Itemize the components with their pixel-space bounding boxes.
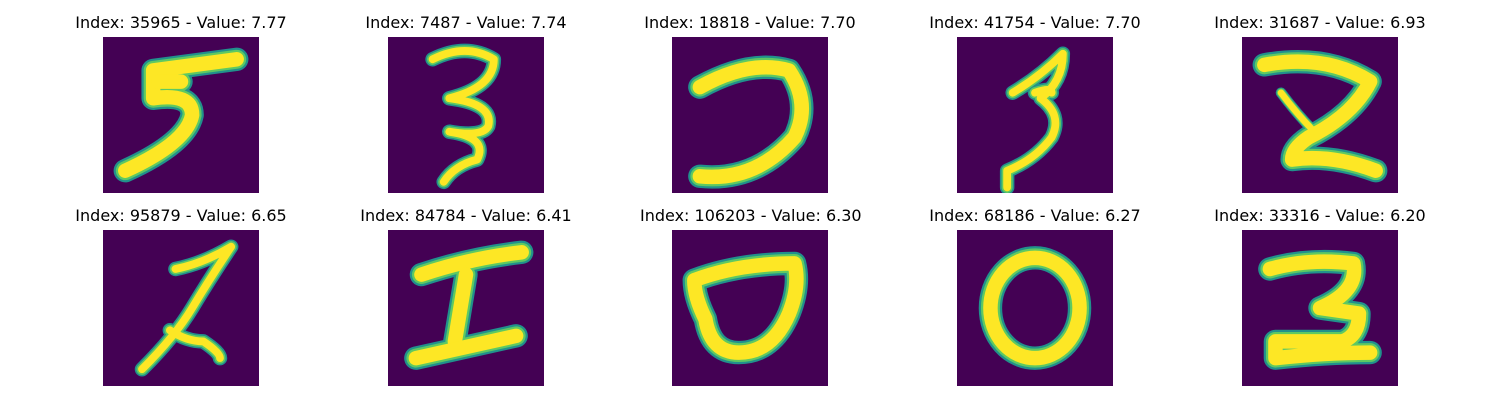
digit-image — [957, 230, 1113, 386]
digit-image — [1242, 230, 1398, 386]
panel-title: Index: 68186 - Value: 6.27 — [929, 206, 1141, 225]
digit-image — [388, 230, 544, 386]
digit-image — [388, 37, 544, 193]
digit-image — [672, 230, 828, 386]
digit-image — [103, 37, 259, 193]
panel-title: Index: 31687 - Value: 6.93 — [1214, 13, 1426, 32]
digit-image — [1242, 37, 1398, 193]
panel-title: Index: 35965 - Value: 7.77 — [75, 13, 287, 32]
panel-title: Index: 18818 - Value: 7.70 — [644, 13, 856, 32]
panel-title: Index: 7487 - Value: 7.74 — [365, 13, 567, 32]
digit-image — [957, 37, 1113, 193]
digit-image — [103, 230, 259, 386]
panel-title: Index: 84784 - Value: 6.41 — [360, 206, 572, 225]
panel-title: Index: 33316 - Value: 6.20 — [1214, 206, 1426, 225]
panel-title: Index: 41754 - Value: 7.70 — [929, 13, 1141, 32]
panel-title: Index: 95879 - Value: 6.65 — [75, 206, 287, 225]
digit-image — [672, 37, 828, 193]
panel-title: Index: 106203 - Value: 6.30 — [640, 206, 862, 225]
